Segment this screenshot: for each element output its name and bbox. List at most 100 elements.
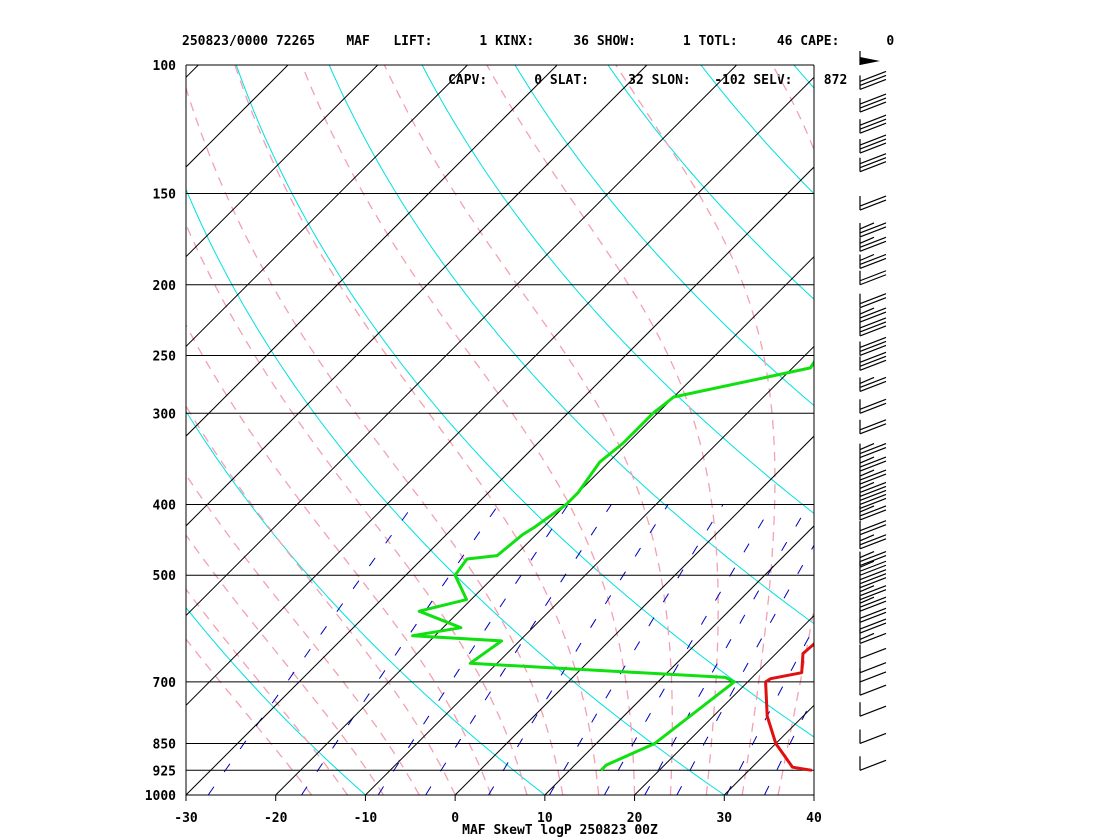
temperature-tick-label: 30	[716, 811, 732, 826]
dry-adiabat	[328, 65, 814, 625]
wind-barb	[859, 336, 887, 357]
isotherm	[186, 166, 814, 795]
header-line-2: CAPV: 0 SLAT: 32 SLON: -102 SELV: 872	[182, 73, 848, 88]
isotherm	[186, 76, 814, 706]
isotherm	[186, 65, 648, 527]
wind-barb	[859, 114, 887, 134]
wind-barb	[859, 398, 887, 414]
moist-adiabat	[383, 65, 673, 795]
pressure-tick-label: 850	[153, 737, 177, 752]
wind-barb	[859, 596, 887, 612]
wind-barb	[859, 253, 887, 270]
temperature-tick-label: 0	[451, 811, 459, 826]
temperature-profile	[764, 641, 814, 772]
header-line-1: 250823/0000 72265 MAF LIFT: 1 KINX: 36 S…	[182, 34, 895, 49]
moist-adiabat	[186, 223, 528, 795]
wind-barb	[859, 489, 887, 510]
dry-adiabat	[186, 606, 366, 795]
pressure-tick-label: 400	[153, 499, 177, 514]
isotherm	[186, 65, 558, 437]
wind-barb	[859, 551, 887, 567]
wind-barb	[859, 534, 887, 550]
pressure-tick-label: 100	[153, 59, 177, 74]
moist-adiabat	[186, 404, 456, 795]
wind-barb	[859, 520, 887, 536]
isotherm	[186, 65, 379, 258]
mixing-ratio-line	[726, 626, 814, 795]
pressure-tick-label: 250	[153, 349, 177, 364]
wind-barb	[859, 93, 887, 113]
pressure-tick-label: 1000	[145, 789, 176, 804]
dry-adiabat	[700, 65, 814, 195]
temperature-tick-label: -20	[264, 811, 288, 826]
wind-barb	[859, 236, 887, 252]
wind-barb	[859, 681, 887, 696]
temperature-tick-label: -10	[354, 811, 378, 826]
dry-adiabat	[887, 65, 1120, 795]
mixing-ratio-line	[676, 544, 814, 795]
wind-barb	[859, 317, 887, 337]
isotherm	[275, 256, 814, 795]
mixing-ratio-line	[207, 504, 414, 795]
dry-adiabat	[514, 65, 814, 407]
isotherm	[634, 614, 814, 795]
pressure-tick-label: 200	[153, 279, 177, 294]
wind-barb	[859, 443, 887, 459]
moist-adiabat	[771, 65, 814, 795]
dry-adiabat	[980, 65, 1120, 795]
moist-adiabat	[615, 65, 776, 795]
wind-barb	[859, 658, 887, 674]
temperature-tick-label: 40	[806, 811, 822, 826]
dry-adiabat	[607, 65, 814, 300]
wind-barb	[859, 702, 887, 717]
wind-barb	[859, 222, 887, 238]
dry-adiabat	[186, 410, 546, 795]
wind-barb	[859, 505, 887, 521]
isotherm	[365, 345, 814, 795]
temperature-tick-label: 20	[627, 811, 643, 826]
profiles	[411, 359, 814, 772]
isotherm	[0, 65, 19, 795]
wind-barb	[859, 153, 887, 173]
wind-barb	[859, 644, 887, 659]
mixing-ratio-line	[425, 504, 612, 795]
wind-barb	[859, 51, 880, 65]
isotherm	[723, 704, 814, 795]
dry-adiabat	[1073, 65, 1120, 795]
sounding-header: 250823/0000 72265 MAF LIFT: 1 KINX: 36 S…	[182, 9, 894, 100]
isotherm	[544, 525, 814, 795]
mixing-ratio-line	[644, 504, 810, 795]
dry-adiabat	[186, 188, 725, 795]
wind-barb	[859, 756, 887, 771]
temperature-tick-label: 10	[537, 811, 553, 826]
mixing-ratio-line	[764, 695, 814, 795]
isotherm	[186, 65, 468, 348]
wind-barb	[859, 195, 887, 211]
pressure-tick-label: 500	[153, 569, 177, 584]
wind-barb	[859, 419, 887, 435]
wind-barb	[859, 667, 887, 683]
wind-barb	[859, 481, 887, 498]
moist-adiabat	[486, 65, 719, 795]
isotherm	[186, 65, 289, 168]
wind-barb	[859, 469, 887, 485]
wind-barb	[859, 307, 887, 323]
pressure-tick-label: 700	[153, 676, 177, 691]
wind-barb	[859, 70, 887, 90]
pressure-tick-label: 150	[153, 188, 177, 203]
wind-barb	[859, 134, 887, 154]
wind-barb	[859, 629, 887, 645]
moist-adiabat	[234, 65, 600, 795]
isotherm	[186, 65, 737, 617]
dry-adiabat	[421, 65, 814, 515]
mixing-ratio-line	[603, 504, 773, 795]
dewpoint-profile	[411, 359, 814, 772]
wind-barb	[859, 270, 887, 286]
temperature-tick-label: -30	[174, 811, 198, 826]
wind-barb	[859, 569, 887, 589]
wind-barb	[859, 560, 887, 576]
chart-title: MAF SkewT logP 250823 00Z	[462, 823, 658, 838]
dry-adiabat	[793, 65, 814, 89]
